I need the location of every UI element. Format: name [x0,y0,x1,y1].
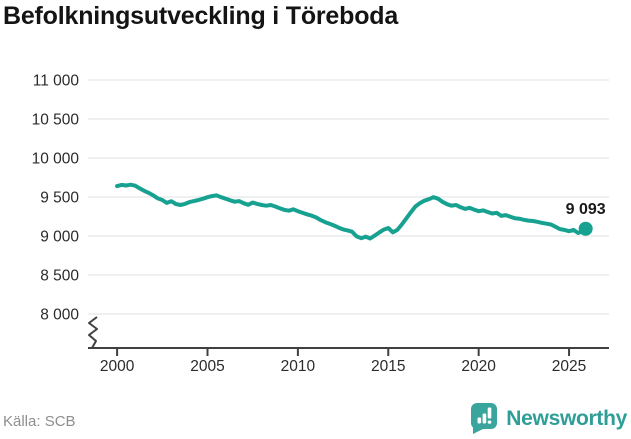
newsworthy-brand-name: Newsworthy [506,406,627,430]
latest-value-dot [578,221,593,236]
y-tick-label: 8 500 [40,268,79,285]
x-tick-label: 2005 [190,358,224,375]
x-axis: 2000 2005 2010 2015 2020 2025 [88,347,609,375]
chart-title: Befolkningsutveckling i Töreboda [3,2,399,30]
source-label: Källa: SCB [3,413,76,430]
y-gridlines [88,79,609,315]
x-tick-label: 2000 [100,358,135,375]
y-tick-label: 9 000 [40,229,79,246]
population-line [115,182,588,241]
y-axis-labels: 8 000 8 500 9 000 9 500 10 000 10 500 11 000 [32,73,80,324]
x-tick-label: 2020 [461,358,496,375]
y-tick-label: 10 000 [32,151,80,168]
newsworthy-logo-icon [471,403,498,434]
y-tick-label: 8 000 [40,307,79,324]
x-tick-label: 2015 [371,358,405,375]
x-tick-label: 2025 [552,358,586,375]
latest-value-label: 9 093 [566,201,606,218]
x-tick-label: 2010 [281,358,316,375]
y-tick-label: 11 000 [33,73,80,90]
y-tick-label: 9 500 [40,190,79,207]
y-tick-label: 10 500 [32,112,80,129]
newsworthy-brand: Newsworthy [469,402,627,435]
axis-break-icon [88,316,98,349]
